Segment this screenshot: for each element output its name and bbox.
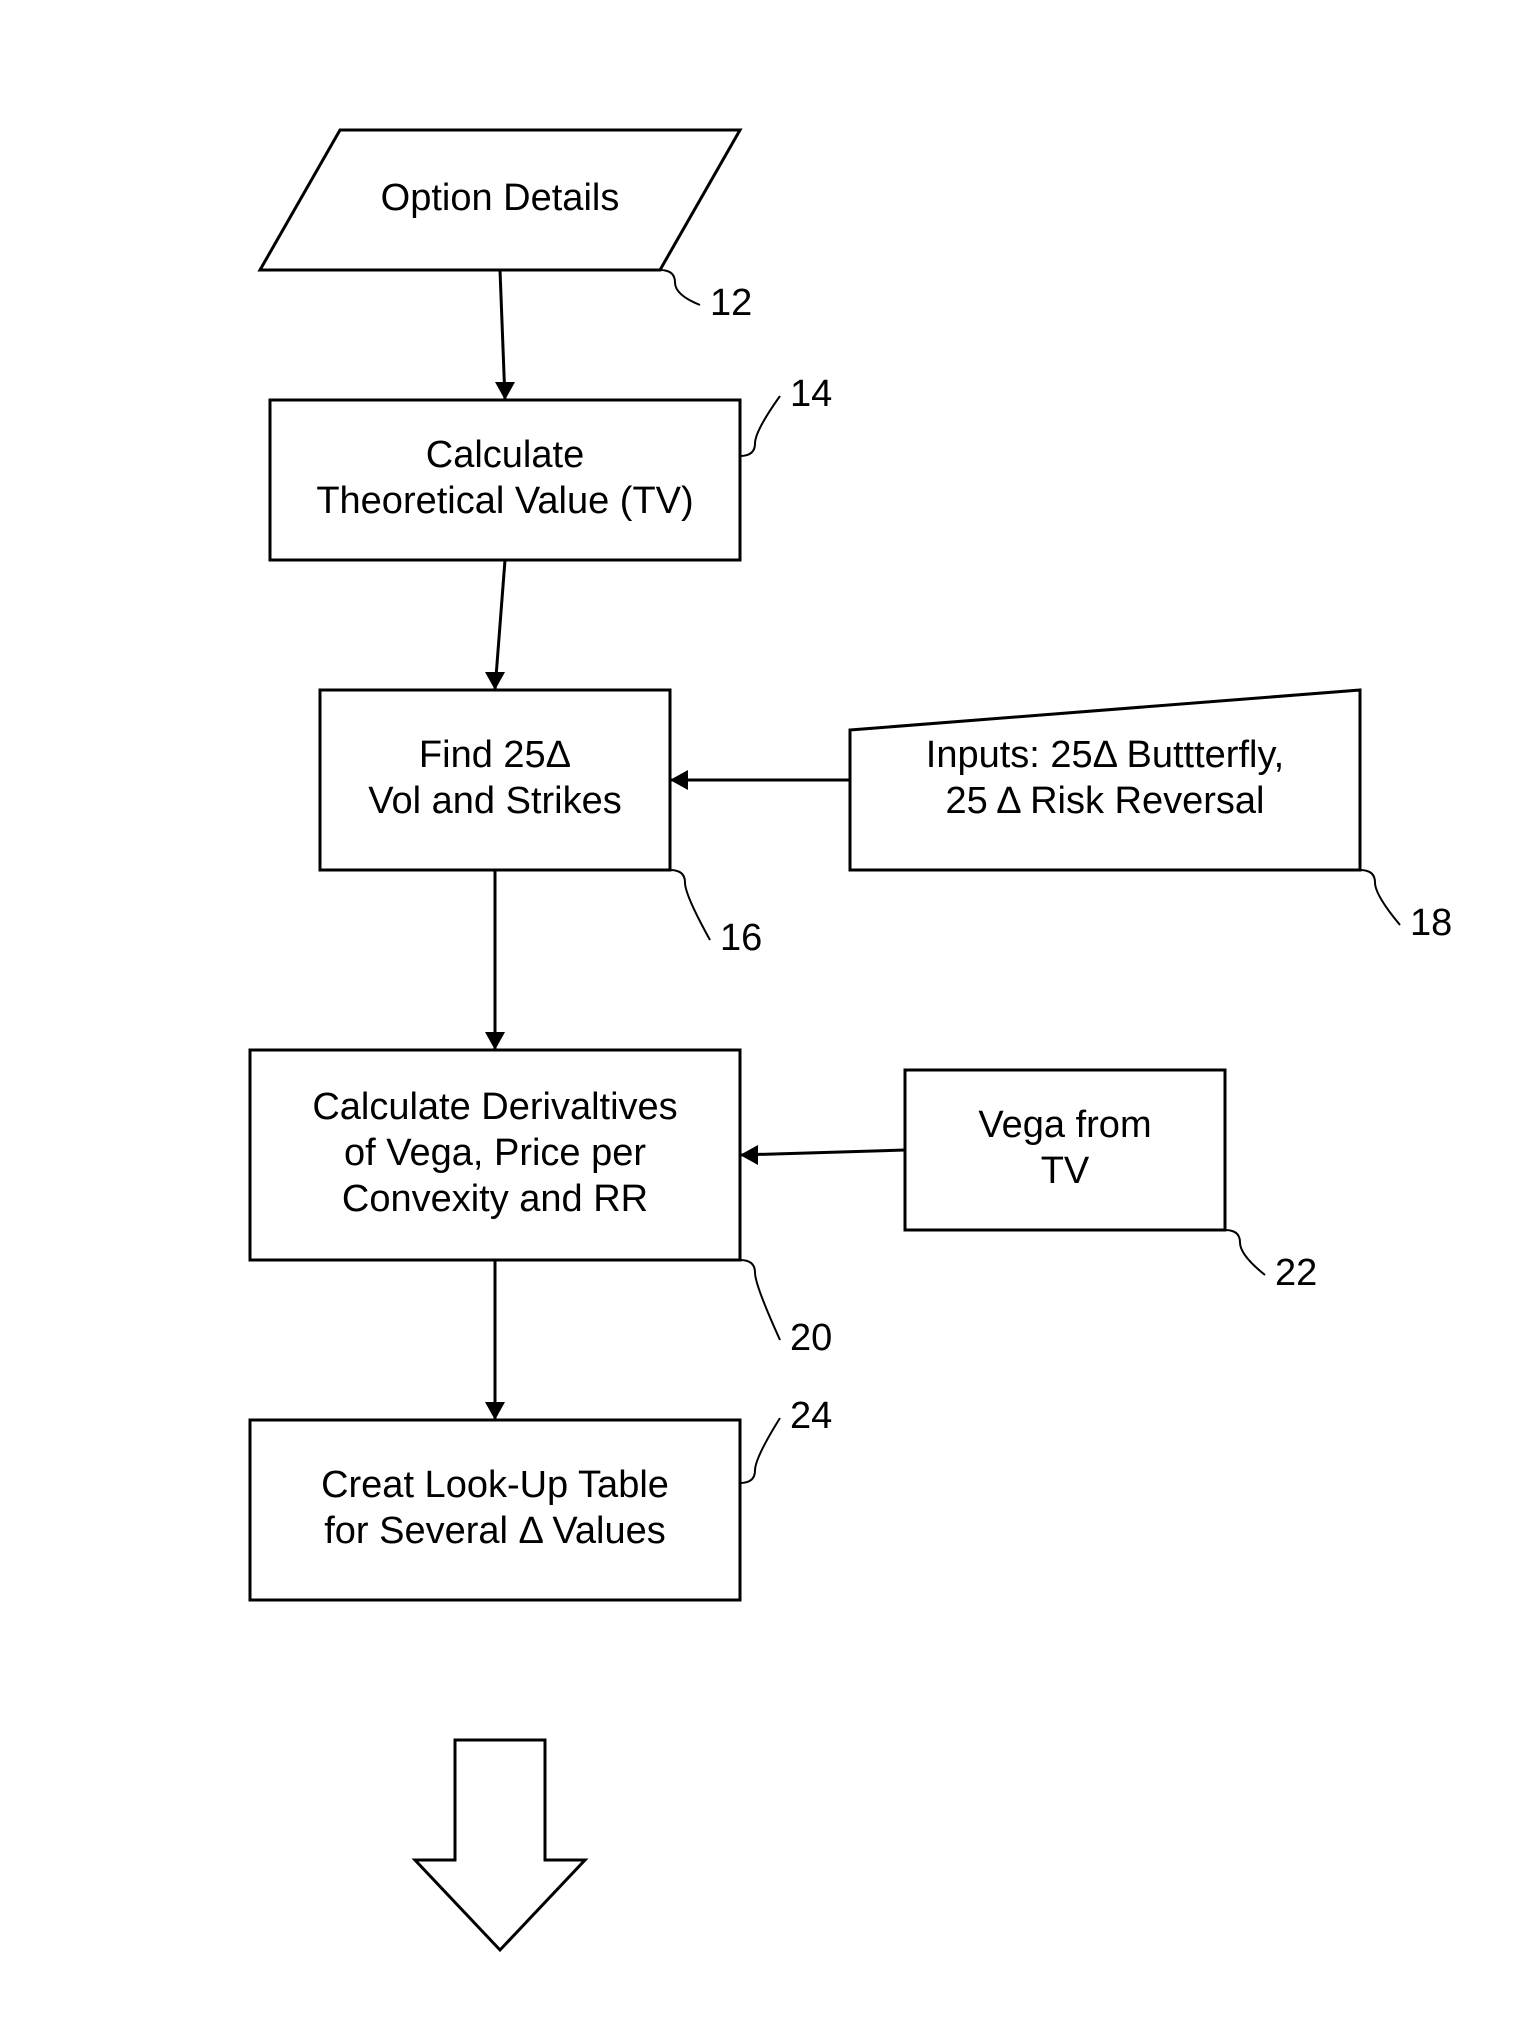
node-label-n16: 16 [720, 917, 762, 959]
node-label-n14: 14 [790, 373, 832, 415]
node-text-n20-2: Convexity and RR [342, 1178, 648, 1220]
node-text-n12-0: Option Details [381, 177, 620, 219]
node-text-n20-0: Calculate Derivaltives [312, 1086, 677, 1128]
node-label-n22: 22 [1275, 1252, 1317, 1294]
node-text-n14-1: Theoretical Value (TV) [316, 480, 693, 522]
node-text-n18-1: 25 Δ Risk Reversal [946, 780, 1265, 822]
node-text-n24-1: for Several Δ Values [324, 1510, 666, 1552]
node-text-n22-0: Vega from [978, 1104, 1151, 1146]
node-text-n24-0: Creat Look-Up Table [321, 1464, 669, 1506]
node-text-n16-0: Find 25Δ [419, 734, 571, 776]
node-label-n24: 24 [790, 1395, 832, 1437]
node-text-n16-1: Vol and Strikes [368, 780, 621, 822]
node-text-n14-0: Calculate [426, 434, 584, 476]
node-text-n22-1: TV [1041, 1150, 1090, 1192]
node-label-n20: 20 [790, 1317, 832, 1359]
node-text-n20-1: of Vega, Price per [344, 1132, 646, 1174]
node-label-n18: 18 [1410, 902, 1452, 944]
flowchart-canvas: Option Details 12 CalculateTheoretical Val… [0, 0, 1516, 2017]
node-label-n12: 12 [710, 282, 752, 324]
flowchart-svg: Option Details 12 CalculateTheoretical Val… [0, 0, 1516, 2017]
node-text-n18-0: Inputs: 25Δ Buttterfly, [926, 734, 1284, 776]
